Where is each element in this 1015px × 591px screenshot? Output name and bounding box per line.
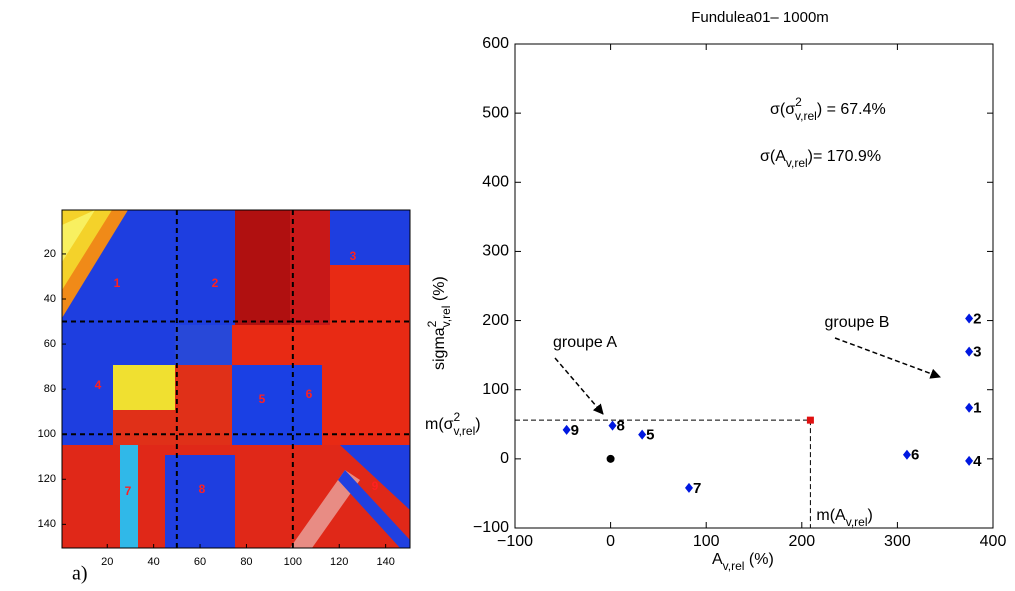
region-label: 2: [212, 276, 219, 290]
mean-label: m(Av,rel): [816, 507, 872, 529]
point: [965, 455, 974, 466]
x-tick-label: 120: [330, 556, 348, 568]
region-label: 6: [306, 387, 313, 401]
text-part: 2: [454, 410, 461, 424]
x-tick-label: 100: [284, 556, 302, 568]
plot-frame: [61, 209, 411, 549]
x-tick-label: 40: [148, 556, 160, 568]
x-tick-label: 200: [788, 533, 815, 550]
y-tick-label: 100: [482, 381, 509, 398]
x-tick-label: 140: [376, 556, 394, 568]
region-label: 1: [114, 276, 121, 290]
chart-title: Fundulea01– 1000m: [691, 9, 829, 26]
annotation: groupe A: [553, 334, 617, 351]
text-part: v,rel: [439, 306, 453, 328]
text-part: σ(A: [760, 148, 786, 165]
annotation: σ(Av,rel)= 170.9%: [760, 148, 881, 170]
x-axis-label: Av,rel (%): [712, 551, 774, 573]
point: [965, 346, 974, 357]
x-tick-label: 60: [194, 556, 206, 568]
point-label: 7: [693, 480, 701, 497]
x-tick-label: 400: [980, 533, 1007, 550]
annotation: groupe B: [825, 314, 890, 331]
text-part: A: [712, 551, 723, 568]
y-tick-label: 200: [482, 312, 509, 329]
point-label: 2: [973, 310, 981, 327]
text-part: v,rel: [453, 424, 475, 438]
point: [965, 402, 974, 413]
y-tick-label: 600: [482, 35, 509, 52]
x-tick-label: 100: [693, 533, 720, 550]
point-label: 8: [617, 418, 625, 435]
text-part: v,rel: [786, 156, 808, 170]
region-label: 4: [95, 378, 102, 392]
point: [638, 429, 647, 440]
text-part: (%): [431, 276, 448, 305]
arrow: [554, 357, 604, 415]
region-label: 7: [125, 484, 132, 498]
y-tick-label: 80: [44, 383, 56, 395]
region-label: 5: [259, 392, 266, 406]
panel-label: a): [72, 563, 88, 585]
y-tick-label: 60: [44, 338, 56, 350]
text-part: v,rel: [723, 559, 745, 573]
text-part: 2: [425, 320, 439, 327]
y-tick-label: 500: [482, 104, 509, 121]
point-label: 3: [973, 344, 981, 361]
point: [902, 449, 911, 460]
x-tick-label: −100: [497, 533, 533, 550]
point: [684, 482, 693, 493]
text-part: m(σ: [425, 416, 454, 433]
region-label: 3: [350, 249, 357, 263]
y-axis-label: sigma2v,rel (%): [425, 276, 453, 370]
arrow: [834, 337, 941, 379]
text-part: v,rel: [846, 515, 868, 529]
text-part: )= 170.9%: [808, 148, 881, 165]
origin-point: [606, 454, 615, 463]
point: [608, 420, 617, 431]
text-part: ) = 67.4%: [817, 101, 886, 118]
text-part: v,rel: [795, 109, 817, 123]
y-tick-label: 0: [500, 450, 509, 467]
point-label: 9: [571, 422, 579, 439]
point: [965, 313, 974, 324]
mean-label: m(σ2 v,rel): [425, 410, 481, 438]
y-tick-label: 40: [44, 293, 56, 305]
region-label: 9: [372, 479, 379, 493]
text-part: m(A: [816, 507, 846, 524]
x-tick-label: 20: [101, 556, 113, 568]
x-tick-label: 80: [240, 556, 252, 568]
mean-point: [806, 416, 814, 424]
text-part: (%): [744, 551, 773, 568]
y-tick-label: −100: [473, 519, 509, 536]
y-tick-label: 100: [38, 428, 56, 440]
plot-frame: [514, 43, 994, 529]
text-part: ): [475, 416, 480, 433]
point-label: 1: [973, 400, 981, 417]
point-label: 4: [973, 453, 982, 470]
text-part: σ(σ: [770, 101, 795, 118]
x-tick-label: 300: [884, 533, 911, 550]
y-tick-label: 400: [482, 174, 509, 191]
y-tick-label: 120: [38, 473, 56, 485]
annotation: σ(σ2 v,rel) = 67.4%: [770, 95, 886, 123]
y-tick-label: 20: [44, 248, 56, 260]
y-tick-label: 300: [482, 243, 509, 260]
y-tick-label: 140: [38, 518, 56, 530]
text-part: ): [868, 507, 873, 524]
field-image: [62, 210, 410, 548]
x-tick-label: 0: [606, 533, 615, 550]
text-part: sigma: [431, 327, 448, 370]
point-label: 5: [646, 427, 654, 444]
text-part: 2: [795, 95, 802, 109]
region-label: 8: [199, 482, 206, 496]
point: [562, 424, 571, 435]
point-label: 6: [911, 447, 919, 464]
